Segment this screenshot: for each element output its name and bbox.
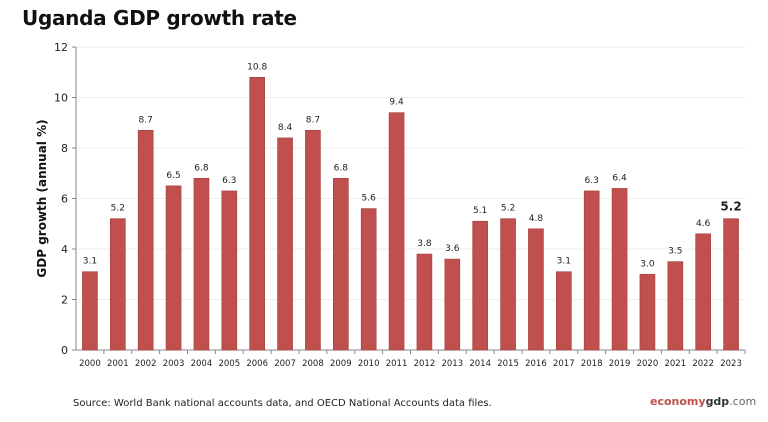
data-label: 5.2	[111, 204, 125, 214]
bar	[137, 130, 154, 351]
data-label: 6.8	[334, 163, 349, 173]
data-label: 6.3	[222, 176, 236, 186]
x-tick-label: 2008	[302, 359, 324, 369]
data-label: 3.1	[83, 257, 97, 267]
data-label: 3.8	[417, 239, 432, 249]
x-tick-label: 2002	[135, 359, 157, 369]
x-tick-label: 2005	[218, 359, 240, 369]
logo-part: economy	[650, 395, 706, 408]
logo-part: gdp	[705, 395, 730, 408]
data-label: 6.8	[194, 163, 209, 173]
x-tick-label: 2014	[469, 359, 491, 369]
x-tick-label: 2004	[191, 359, 213, 369]
x-tick-label: 2019	[609, 359, 631, 369]
data-label: 5.2	[720, 200, 741, 214]
data-label: 5.1	[473, 206, 487, 216]
x-tick-label: 2001	[107, 359, 129, 369]
data-label: 8.7	[139, 115, 153, 125]
data-label: 5.2	[501, 204, 515, 214]
x-tick-label: 2018	[581, 359, 603, 369]
bar	[305, 130, 321, 351]
bar	[667, 261, 684, 351]
y-tick-label: 6	[61, 193, 68, 206]
x-tick-label: 2022	[692, 359, 714, 369]
bar	[416, 253, 433, 351]
logo-part: .com	[729, 395, 757, 408]
economygdp-logo: economygdp.com	[650, 395, 756, 408]
x-tick-label: 2023	[720, 359, 742, 369]
data-label: 6.4	[612, 173, 627, 183]
bar	[110, 218, 126, 351]
data-label: 6.3	[585, 176, 599, 186]
bar	[249, 77, 265, 351]
bar	[583, 190, 600, 351]
source-note: Source: World Bank national accounts dat…	[73, 398, 492, 409]
x-tick-label: 2021	[664, 359, 686, 369]
bar	[193, 178, 210, 351]
data-label: 5.6	[362, 194, 377, 204]
x-tick-label: 2003	[163, 359, 185, 369]
y-tick-label: 2	[61, 294, 68, 307]
bar	[528, 228, 544, 351]
bar	[277, 137, 293, 351]
y-tick-label: 4	[61, 243, 68, 256]
bar	[695, 233, 711, 351]
x-tick-label: 2015	[497, 359, 519, 369]
x-tick-label: 2013	[441, 359, 463, 369]
bar	[500, 218, 516, 351]
data-label: 3.5	[668, 247, 682, 257]
y-tick-label: 12	[54, 41, 68, 54]
data-label: 3.1	[557, 257, 571, 267]
bar	[639, 273, 656, 351]
x-tick-label: 2000	[79, 359, 101, 369]
bar	[82, 271, 98, 351]
y-tick-label: 8	[61, 142, 68, 155]
bar	[165, 185, 182, 351]
x-tick-label: 2012	[414, 359, 436, 369]
x-tick-label: 2020	[637, 359, 659, 369]
bar	[723, 218, 739, 351]
y-tick-label: 0	[61, 344, 68, 357]
x-tick-label: 2009	[330, 359, 352, 369]
data-label: 8.4	[278, 123, 293, 133]
y-axis-label: GDP growth (annual %)	[35, 119, 49, 277]
x-tick-label: 2016	[525, 359, 547, 369]
bar	[472, 220, 488, 351]
data-label: 3.6	[445, 244, 460, 254]
bar	[388, 112, 405, 351]
y-tick-label: 10	[54, 92, 68, 105]
chart-title: Uganda GDP growth rate	[22, 6, 297, 30]
data-label: 4.6	[696, 219, 711, 229]
bar	[444, 258, 461, 351]
data-label: 10.8	[247, 62, 267, 72]
data-label: 9.4	[389, 98, 404, 108]
data-label: 3.0	[640, 259, 655, 269]
bar	[333, 178, 349, 351]
bar	[556, 271, 572, 351]
x-tick-label: 2007	[274, 359, 296, 369]
data-label: 8.7	[306, 115, 320, 125]
data-label: 6.5	[166, 171, 180, 181]
x-tick-label: 2011	[386, 359, 408, 369]
data-label: 4.8	[529, 214, 544, 224]
x-tick-label: 2010	[358, 359, 380, 369]
bar	[360, 208, 377, 351]
bar	[611, 188, 628, 351]
bar	[221, 190, 238, 351]
x-tick-label: 2017	[553, 359, 575, 369]
x-tick-label: 2006	[246, 359, 268, 369]
